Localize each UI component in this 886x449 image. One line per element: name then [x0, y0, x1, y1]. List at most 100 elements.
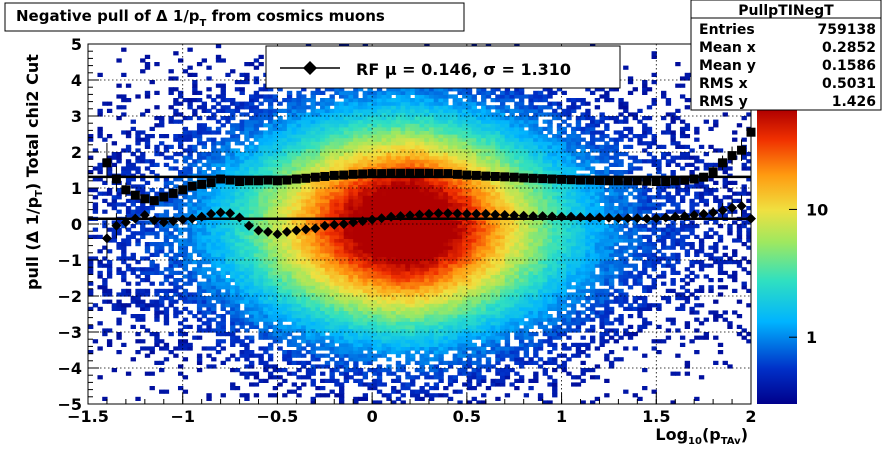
heatmap-cell [452, 195, 458, 200]
heatmap-cell [301, 206, 307, 211]
heatmap-cell [253, 119, 260, 124]
heatmap-cell [310, 119, 316, 124]
heatmap-cell [338, 159, 345, 164]
heatmap-cell [267, 144, 274, 149]
heatmap-cell [291, 317, 297, 322]
heatmap-cell [286, 342, 293, 347]
heatmap-cell [234, 310, 241, 315]
heatmap-cell [230, 303, 236, 308]
heatmap-cell [310, 321, 316, 326]
heatmap-cell [263, 108, 269, 113]
heatmap-cell [282, 213, 288, 218]
heatmap-cell [102, 288, 108, 293]
heatmap-cell [121, 47, 127, 52]
heatmap-cell [225, 144, 231, 149]
heatmap-cell [414, 134, 421, 139]
heatmap-cell [329, 321, 335, 326]
heatmap-cell [405, 324, 411, 329]
heatmap-cell [338, 278, 345, 283]
heatmap-cell [305, 123, 312, 128]
heatmap-cell [116, 202, 122, 207]
heatmap-cell [419, 220, 425, 225]
heatmap-cell [201, 224, 207, 229]
heatmap-cell [424, 238, 430, 243]
heatmap-cell [263, 209, 269, 214]
heatmap-cell [211, 296, 217, 301]
heatmap-cell [296, 288, 302, 293]
heatmap-cell [348, 310, 354, 315]
heatmap-cell [220, 260, 226, 265]
heatmap-cell [334, 339, 340, 344]
heatmap-cell [305, 328, 312, 333]
heatmap-cell [291, 270, 297, 275]
heatmap-cell [414, 303, 421, 308]
heatmap-cell [310, 206, 316, 211]
heatmap-cell [296, 141, 302, 146]
heatmap-cell [386, 155, 392, 160]
heatmap-cell [376, 116, 383, 121]
heatmap-cell [301, 166, 307, 171]
heatmap-cell [215, 119, 222, 124]
heatmap-cell [447, 360, 454, 365]
heatmap-cell [447, 332, 454, 337]
heatmap-cell [320, 101, 326, 106]
heatmap-cell [220, 159, 226, 164]
heatmap-cell [324, 184, 331, 189]
heatmap-cell [215, 198, 222, 203]
heatmap-cell [272, 281, 279, 286]
heatmap-cell [282, 306, 288, 311]
heatmap-cell [249, 249, 255, 254]
heatmap-cell [263, 242, 269, 247]
heatmap-cell [258, 256, 264, 261]
heatmap-cell [353, 256, 359, 261]
heatmap-cell [410, 328, 416, 333]
heatmap-cell [130, 213, 136, 218]
heatmap-cell [334, 256, 340, 261]
heatmap-cell [135, 242, 141, 247]
heatmap-cell [230, 296, 236, 301]
heatmap-cell [215, 238, 222, 243]
heatmap-cell [211, 278, 217, 283]
heatmap-cell [239, 112, 245, 117]
heatmap-cell [443, 116, 449, 121]
heatmap-cell [372, 339, 378, 344]
heatmap-cell [225, 281, 231, 286]
heatmap-cell [272, 263, 279, 268]
heatmap-cell [296, 328, 302, 333]
heatmap-cell [192, 213, 198, 218]
heatmap-cell [211, 364, 217, 369]
heatmap-cell [324, 245, 331, 250]
heatmap-cell [353, 130, 359, 135]
heatmap-cell [92, 206, 99, 211]
heatmap-cell [400, 332, 406, 337]
heatmap-cell [391, 224, 397, 229]
heatmap-cell [367, 137, 373, 142]
heatmap-cell [353, 317, 359, 322]
heatmap-cell [168, 87, 174, 92]
heatmap-cell [386, 317, 392, 322]
heatmap-cell [234, 126, 241, 131]
heatmap-cell [424, 339, 430, 344]
heatmap-cell [353, 94, 359, 99]
heatmap-cell [282, 198, 288, 203]
heatmap-cell [395, 328, 402, 333]
heatmap-cell [386, 252, 392, 257]
heatmap-cell [201, 256, 207, 261]
heatmap-cell [144, 65, 151, 70]
heatmap-cell [234, 252, 241, 257]
heatmap-cell [296, 296, 302, 301]
heatmap-cell [362, 267, 369, 272]
heatmap-cell [154, 116, 160, 121]
heatmap-cell [405, 123, 411, 128]
heatmap-cell [443, 368, 449, 373]
heatmap-cell [376, 371, 383, 376]
heatmap-cell [424, 144, 430, 149]
heatmap-cell [154, 314, 160, 319]
heatmap-cell [376, 263, 383, 268]
heatmap-cell [220, 231, 226, 236]
heatmap-cell [414, 260, 421, 265]
heatmap-cell [192, 314, 198, 319]
heatmap-cell [92, 195, 99, 200]
heatmap-cell [353, 198, 359, 203]
heatmap-cell [234, 357, 241, 362]
